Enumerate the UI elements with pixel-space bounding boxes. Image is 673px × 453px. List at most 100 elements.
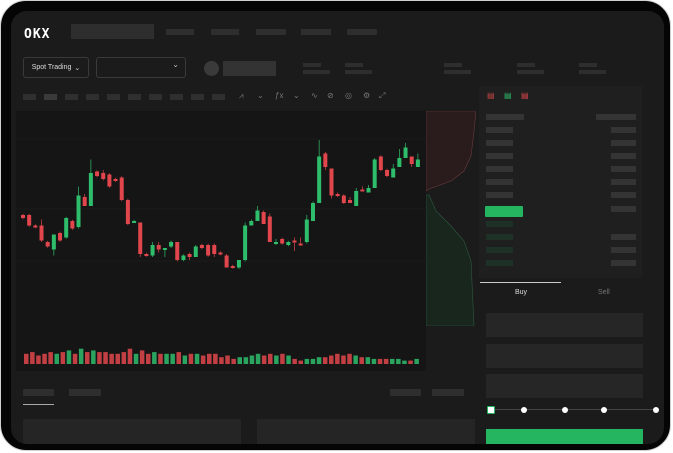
volume-bar (268, 353, 273, 364)
spot-trading-dropdown[interactable]: Spot Trading ⌄ (23, 57, 89, 78)
volume-bar (341, 355, 346, 364)
interval-button[interactable] (128, 94, 141, 100)
search-bar[interactable] (71, 24, 154, 39)
bottom-panel-right (257, 419, 475, 444)
candle-body (267, 216, 272, 242)
tab-open-orders[interactable] (23, 389, 54, 396)
amount-input[interactable] (486, 344, 643, 368)
candle-body (341, 195, 346, 203)
ask-price (486, 166, 513, 172)
bid-amount (611, 247, 636, 253)
ask-amount (611, 153, 636, 159)
volume-bar (249, 355, 255, 364)
slider-track[interactable] (491, 409, 656, 410)
nav-item[interactable] (211, 29, 239, 35)
chevron-down-icon[interactable]: ⌄ (293, 91, 300, 100)
interval-button[interactable] (23, 94, 36, 100)
candle-body (378, 156, 383, 170)
nav-item[interactable] (166, 29, 194, 35)
volume-bar (255, 353, 261, 364)
candle-body (144, 254, 149, 256)
interval-button[interactable] (107, 94, 120, 100)
slider-handle[interactable] (487, 406, 495, 414)
okx-logo[interactable]: OKX (24, 27, 51, 42)
candle-body (286, 242, 291, 245)
slider-step[interactable] (562, 407, 568, 413)
interval-button[interactable] (86, 94, 99, 100)
candle-body (292, 240, 297, 243)
stat-value (345, 70, 372, 74)
orderbook-bids-icon[interactable]: ▤ (504, 91, 512, 100)
candle-body (169, 242, 174, 247)
tab-sell[interactable]: Sell (598, 289, 610, 296)
volume-bar (127, 348, 133, 364)
total-input[interactable] (486, 374, 643, 398)
candle-body (243, 225, 248, 260)
volume-bar (213, 353, 218, 364)
candle-body (88, 173, 93, 206)
stat-label (517, 63, 535, 67)
orderbook-header (486, 114, 524, 120)
bid-amount (611, 234, 636, 240)
bottom-action[interactable] (432, 389, 464, 396)
expand-icon[interactable]: ⤢ (379, 91, 386, 100)
candle-body (261, 212, 266, 224)
slider-step[interactable] (601, 407, 607, 413)
bid-price (486, 234, 513, 240)
chevron-down-icon[interactable]: ⌄ (257, 91, 264, 100)
orderbook-asks-icon[interactable]: ▤ (521, 91, 529, 100)
interval-button[interactable] (170, 94, 183, 100)
interval-button[interactable] (191, 94, 204, 100)
volume-bar (78, 348, 84, 364)
orderbook-both-icon[interactable]: ▤ (487, 91, 495, 100)
volume-bar (121, 352, 127, 364)
orderbook-header (596, 114, 636, 120)
pencil-icon[interactable]: ⊘ (327, 91, 334, 100)
nav-item[interactable] (347, 29, 377, 35)
volume-bar (72, 353, 78, 364)
volume-bar (30, 352, 35, 364)
interval-button[interactable] (65, 94, 78, 100)
volume-bar (219, 357, 224, 364)
candle-body (107, 174, 112, 187)
buy-button[interactable] (486, 429, 643, 444)
candle-body (236, 260, 241, 268)
volume-bar (390, 358, 395, 364)
price-input[interactable] (486, 313, 643, 337)
volume-bar (170, 353, 175, 364)
bottom-action[interactable] (390, 389, 421, 396)
order-book: ▤ ▤ ▤ (479, 86, 642, 278)
volume-bar (261, 355, 267, 364)
volume-bar (347, 353, 352, 364)
stat-label (345, 63, 363, 67)
ask-amount (611, 140, 636, 146)
fx-icon[interactable]: ƒx (275, 91, 284, 100)
tab-buy[interactable]: Buy (515, 289, 528, 296)
ask-amount (611, 206, 636, 212)
slider-step[interactable] (521, 407, 527, 413)
line-icon[interactable]: ∿ (311, 91, 318, 100)
volume-bar (54, 353, 59, 364)
interval-button[interactable] (149, 94, 162, 100)
candle-body (101, 173, 106, 179)
target-icon[interactable]: ◎ (345, 91, 352, 100)
volume-bar (316, 357, 322, 364)
nav-item[interactable] (256, 29, 286, 35)
volume-bar (396, 358, 401, 364)
candlestick-chart[interactable] (16, 111, 426, 371)
volume-bar (139, 350, 145, 364)
pair-name (223, 61, 276, 76)
nav-item[interactable] (301, 29, 331, 35)
bottom-panel-left (23, 419, 241, 444)
volume-bar (103, 352, 108, 364)
settings-icon[interactable]: ⚙ (363, 91, 371, 100)
tab-order-history[interactable] (69, 389, 101, 396)
slider-step[interactable] (653, 407, 659, 413)
candle-body (45, 242, 50, 247)
interval-button[interactable] (212, 94, 225, 100)
pair-dropdown[interactable]: ⌄ (96, 57, 186, 78)
volume-bar (176, 352, 181, 364)
interval-button[interactable] (44, 94, 57, 100)
candle-body (82, 197, 87, 206)
indicator-icon[interactable]: ⩘ (239, 91, 244, 100)
